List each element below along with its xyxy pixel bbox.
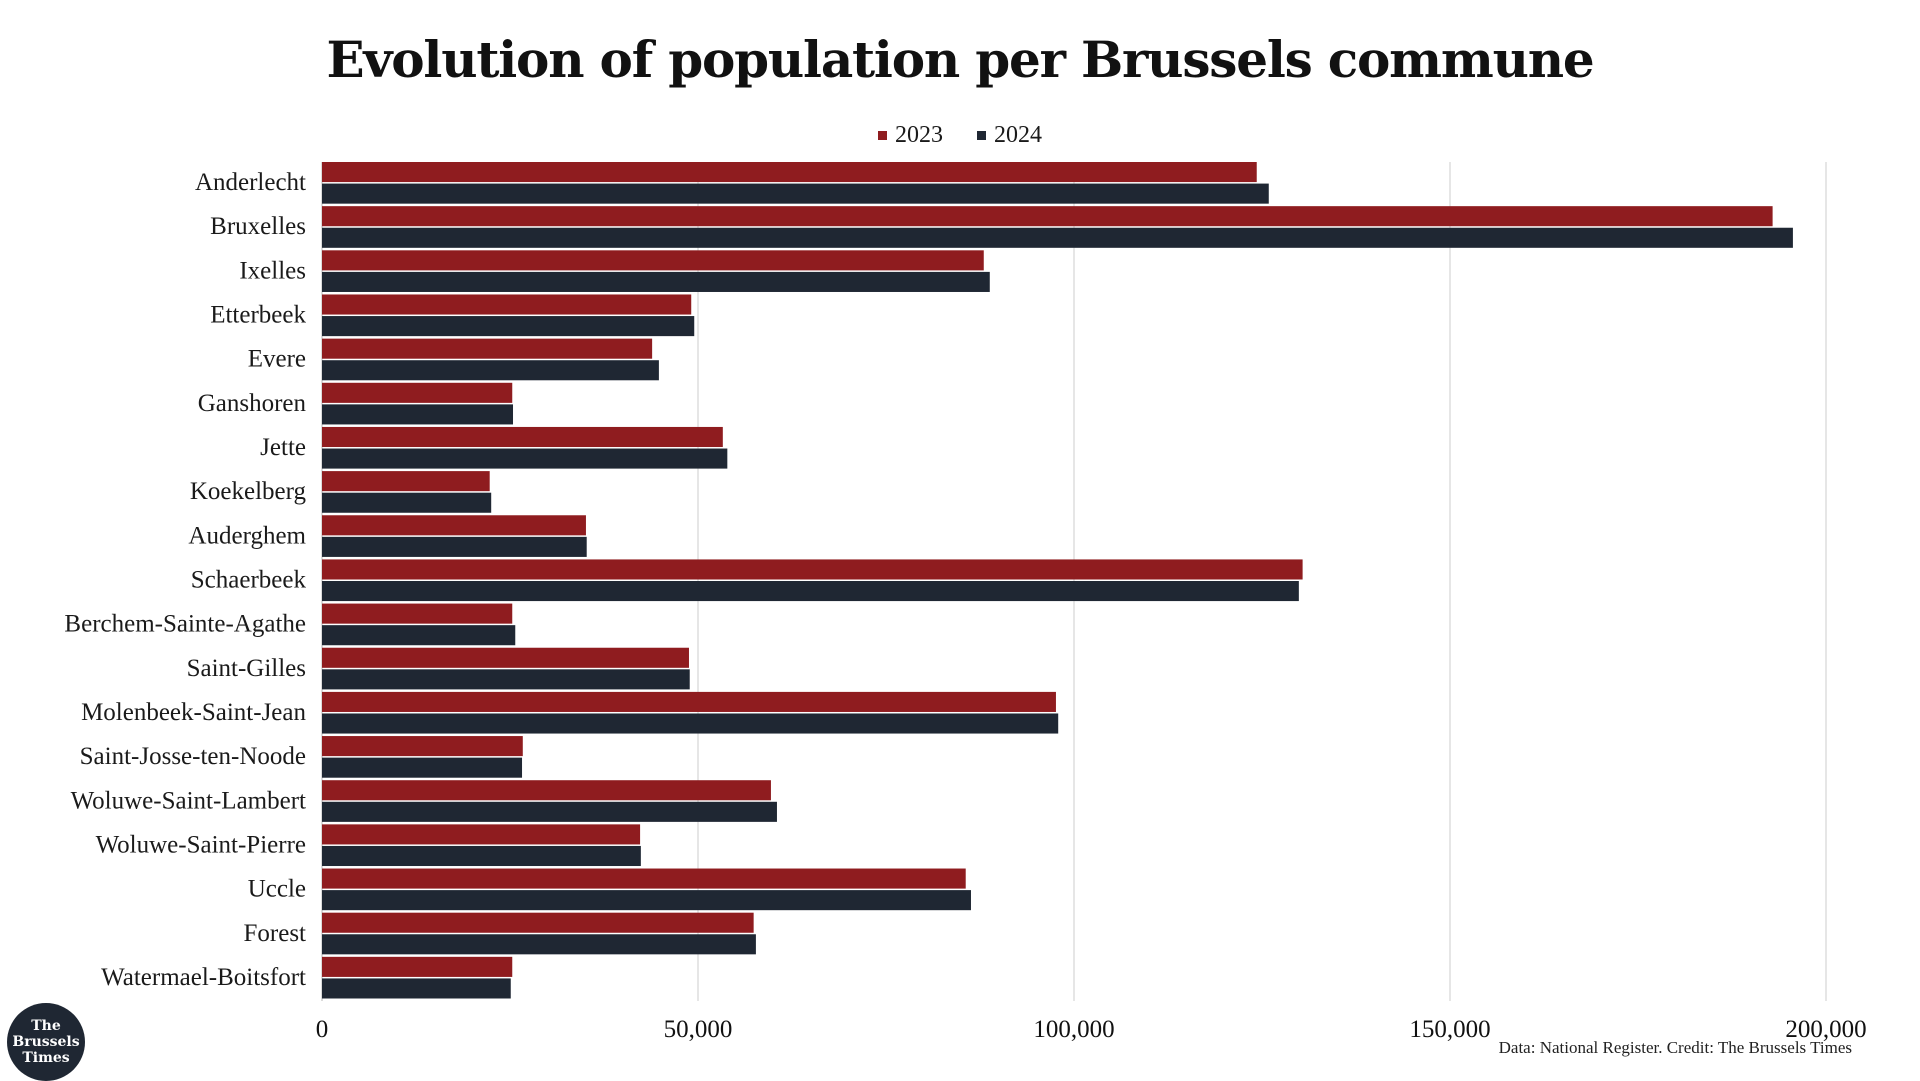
bar-2023 [322, 294, 692, 315]
brussels-times-logo: The Brussels Times [7, 1003, 85, 1081]
bar-2023 [322, 647, 689, 668]
x-tick-label: 200,000 [1785, 1016, 1866, 1043]
bar-2024 [322, 271, 990, 292]
bar-2023 [322, 162, 1257, 183]
bar-2023 [322, 426, 723, 448]
logo-line: Times [22, 1050, 70, 1066]
chart-title: Evolution of population per Brussels com… [326, 30, 1595, 89]
x-tick-label: 0 [316, 1016, 329, 1043]
bar-2024 [322, 360, 659, 381]
legend-item-2024[interactable]: 2024 [977, 122, 1042, 149]
category-label: Watermael-Boitsfort [101, 964, 306, 991]
category-label: Saint-Gilles [187, 655, 306, 682]
legend-item-2023[interactable]: 2023 [878, 122, 943, 149]
bar-2023 [322, 691, 1056, 712]
bar-2023 [322, 912, 754, 933]
bar-2023 [322, 736, 523, 757]
category-label: Anderlecht [195, 169, 306, 196]
category-label: Woluwe-Saint-Pierre [96, 831, 306, 858]
bar-2024 [322, 581, 1299, 602]
bar-2024 [322, 536, 587, 557]
category-label: Evere [248, 346, 306, 373]
category-label: Schaerbeek [191, 567, 307, 594]
bar-2024 [322, 404, 514, 425]
bar-2024 [322, 625, 516, 646]
bar-2023 [322, 603, 513, 624]
bar-2024 [322, 492, 492, 513]
legend-swatch-2023 [878, 131, 887, 140]
legend-label-2023: 2023 [895, 122, 943, 148]
category-label: Saint-Josse-ten-Noode [80, 743, 306, 770]
x-tick-label: 150,000 [1409, 1016, 1490, 1043]
bar-2023 [322, 515, 586, 536]
x-tick-label: 50,000 [664, 1016, 733, 1043]
bar-2024 [322, 183, 1269, 204]
bar-2024 [322, 316, 695, 337]
legend-label-2024: 2024 [994, 122, 1042, 148]
bar-2024 [322, 978, 511, 999]
bar-2024 [322, 890, 971, 911]
bar-2024 [322, 448, 728, 469]
category-label: Molenbeek-Saint-Jean [81, 699, 306, 726]
category-label: Berchem-Sainte-Agathe [64, 611, 306, 638]
bar-2023 [322, 250, 984, 271]
source-note: Data: National Register. Credit: The Bru… [1498, 1038, 1852, 1057]
bar-2023 [322, 824, 641, 845]
bar-2024 [322, 227, 1793, 248]
category-label: Koekelberg [190, 478, 307, 505]
bar-2024 [322, 801, 777, 822]
category-label: Auderghem [188, 522, 306, 549]
bar-2023 [322, 559, 1303, 580]
x-tick-label: 100,000 [1033, 1016, 1114, 1043]
legend-swatch-2024 [977, 131, 986, 140]
logo-line: The [31, 1018, 61, 1034]
category-label: Ganshoren [198, 390, 307, 417]
category-label: Bruxelles [210, 213, 306, 240]
bar-2024 [322, 757, 523, 778]
bar-2023 [322, 206, 1773, 227]
bar-2024 [322, 934, 756, 955]
bar-2024 [322, 713, 1059, 734]
legend: 2023 2024 [0, 120, 1920, 149]
bar-2023 [322, 868, 966, 889]
bar-2023 [322, 338, 653, 359]
bar-2023 [322, 780, 771, 801]
bar-2023 [322, 471, 490, 492]
bar-2024 [322, 669, 690, 690]
logo-line: Brussels [12, 1034, 80, 1050]
category-label: Etterbeek [210, 302, 306, 329]
bar-2023 [322, 956, 513, 977]
category-label: Jette [260, 434, 306, 461]
bar-2023 [322, 382, 513, 403]
category-label: Ixelles [239, 257, 306, 284]
bar-2024 [322, 845, 641, 867]
category-label: Forest [244, 920, 307, 947]
category-label: Uccle [248, 876, 306, 903]
category-label: Woluwe-Saint-Lambert [71, 787, 306, 814]
